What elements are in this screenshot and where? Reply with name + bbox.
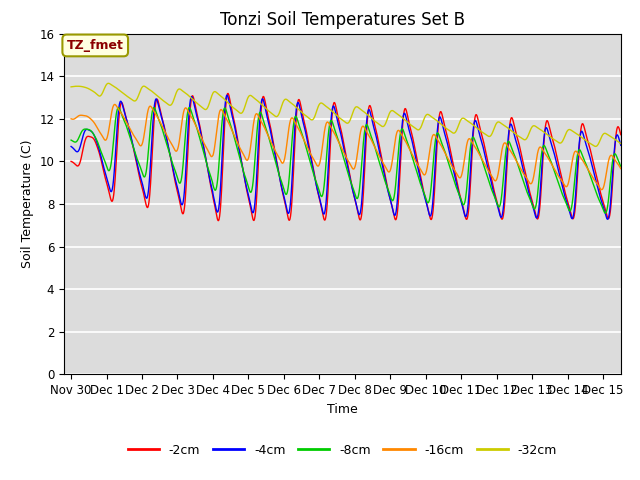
Text: TZ_fmet: TZ_fmet bbox=[67, 39, 124, 52]
X-axis label: Time: Time bbox=[327, 403, 358, 416]
Legend: -2cm, -4cm, -8cm, -16cm, -32cm: -2cm, -4cm, -8cm, -16cm, -32cm bbox=[123, 439, 562, 462]
Title: Tonzi Soil Temperatures Set B: Tonzi Soil Temperatures Set B bbox=[220, 11, 465, 29]
Y-axis label: Soil Temperature (C): Soil Temperature (C) bbox=[20, 140, 34, 268]
